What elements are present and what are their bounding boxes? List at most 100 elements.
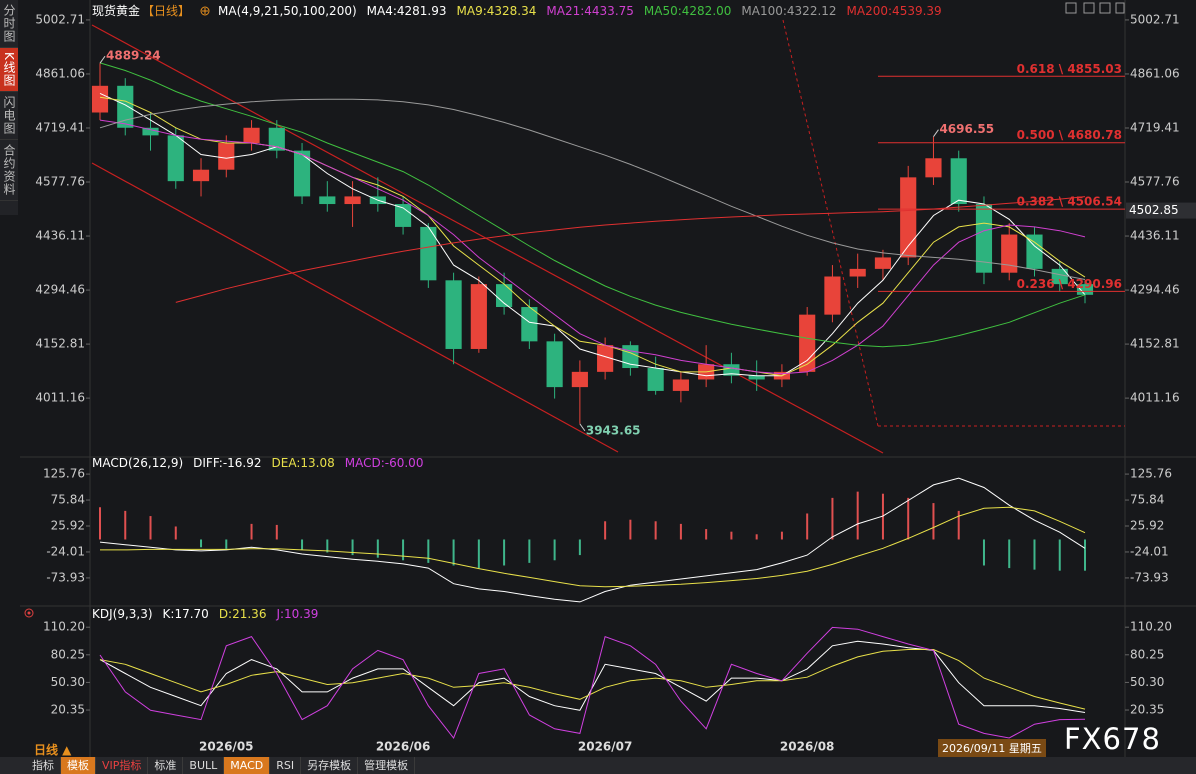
legend-entry: MA100:4322.12 bbox=[741, 3, 837, 18]
toolbar-tab[interactable]: 模板 bbox=[61, 757, 96, 774]
icon[interactable] bbox=[1099, 2, 1111, 14]
macd-bar bbox=[301, 539, 304, 550]
toolbar-tab[interactable]: BULL bbox=[183, 757, 225, 774]
macd-bar bbox=[705, 529, 708, 540]
macd-bar bbox=[1084, 539, 1086, 571]
y-tick-label: 4294.46 bbox=[1130, 283, 1180, 297]
candle-body bbox=[546, 341, 563, 388]
candle-body bbox=[1076, 284, 1094, 295]
y-tick-label: 50.30 bbox=[1130, 675, 1164, 689]
legend-entry: MACD:-60.00 bbox=[344, 456, 424, 470]
extreme-pointer bbox=[579, 423, 586, 432]
candle-body bbox=[394, 204, 412, 227]
toolbar-tab[interactable]: 标准 bbox=[148, 757, 184, 774]
sidebar: 分时图 K线图 闪电图 合约资料 bbox=[0, 0, 18, 215]
line-series bbox=[99, 649, 1086, 710]
watermark: FX678 bbox=[1064, 722, 1161, 756]
toolbar-tab[interactable]: 另存模板 bbox=[301, 757, 359, 774]
macd-bar bbox=[124, 510, 127, 540]
macd-bar bbox=[326, 539, 329, 553]
line-series bbox=[99, 477, 1086, 603]
icon[interactable] bbox=[1115, 2, 1125, 14]
toolbar-tab[interactable]: RSI bbox=[270, 757, 302, 774]
cursor-date: 2026/09/11 星期五 bbox=[938, 739, 1046, 757]
toolbar-tab[interactable]: MACD bbox=[224, 757, 271, 774]
macd-bar bbox=[780, 531, 783, 540]
chart-title: MACD(26,12,9) bbox=[92, 456, 184, 470]
candle-body bbox=[799, 314, 816, 372]
macd-bar bbox=[957, 510, 960, 540]
legend-entry: MA21:4433.75 bbox=[546, 3, 634, 18]
chart-title: KDJ(9,3,3) bbox=[92, 607, 153, 621]
y-tick-label: 4294.46 bbox=[35, 283, 85, 297]
toolbar-tab[interactable]: 指标 bbox=[26, 757, 61, 774]
macd-bar bbox=[982, 539, 985, 566]
extreme-label: 4696.55 bbox=[939, 122, 994, 136]
fib-label: 0.382 \ 4506.54 bbox=[1017, 195, 1122, 209]
candle-body bbox=[319, 196, 336, 205]
price-legend: 现货黄金 【日线】 MA(4,9,21,50,100,200) MA4:4281… bbox=[92, 2, 942, 19]
cursor-price: 4502.85 bbox=[1129, 203, 1179, 217]
macd-bar bbox=[503, 539, 506, 566]
toolbar: 指标 模板 VIP指标 标准 BULL MACD RSI 另存模板 管理模板 bbox=[0, 757, 1196, 774]
x-tick-label: 2026/08 bbox=[780, 740, 834, 754]
macd-bar bbox=[1058, 539, 1061, 571]
candle-body bbox=[243, 127, 260, 144]
macd-bar bbox=[427, 539, 430, 563]
extreme-label: 4889.24 bbox=[106, 49, 161, 63]
y-tick-label: 80.25 bbox=[51, 647, 85, 661]
chart-subtitle: 【日线】 bbox=[142, 4, 191, 18]
extreme-pointer bbox=[99, 55, 106, 64]
macd-bar bbox=[477, 539, 480, 569]
sidebar-tab[interactable]: 分时图 bbox=[0, 0, 18, 48]
candle-body bbox=[167, 135, 184, 182]
icon[interactable] bbox=[1065, 2, 1077, 14]
toolbar-tab[interactable]: 管理模板 bbox=[358, 757, 416, 774]
y-tick-label: 4436.11 bbox=[1130, 229, 1180, 243]
candle-body bbox=[496, 284, 513, 308]
macd-bar bbox=[578, 539, 581, 556]
y-tick-label: 125.76 bbox=[43, 467, 85, 481]
fib-label: 0.236 \ 4290.96 bbox=[1017, 277, 1122, 291]
macd-legend: MACD(26,12,9) DIFF:-16.92 DEA:13.08 MACD:-… bbox=[92, 456, 423, 470]
macd-bar bbox=[376, 539, 379, 558]
candle-body bbox=[91, 85, 109, 113]
candle-body bbox=[672, 379, 689, 391]
macd-bar bbox=[907, 497, 910, 540]
line-series bbox=[175, 196, 1086, 303]
legend-entry: DIFF:-16.92 bbox=[193, 456, 262, 470]
trend-line bbox=[91, 24, 884, 454]
kdj-icon-dot bbox=[27, 611, 31, 615]
y-tick-label: 25.92 bbox=[1130, 519, 1164, 533]
trend-line bbox=[91, 162, 619, 453]
y-tick-label: 4152.81 bbox=[1130, 337, 1180, 351]
y-tick-label: 50.30 bbox=[51, 675, 85, 689]
macd-bar bbox=[250, 523, 253, 540]
candle-body bbox=[824, 276, 841, 315]
kdj-icon[interactable] bbox=[24, 608, 34, 618]
y-tick-label: 75.84 bbox=[51, 493, 85, 507]
candle-body bbox=[344, 196, 361, 205]
y-tick-label: 4861.06 bbox=[1130, 66, 1180, 80]
legend-entry: MA9:4328.34 bbox=[456, 3, 537, 18]
sidebar-tab[interactable]: 合约资料 bbox=[0, 140, 18, 201]
candle-body bbox=[1051, 268, 1068, 285]
macd-bar bbox=[831, 497, 834, 540]
period-selector[interactable]: 日线 ▲ bbox=[34, 743, 72, 757]
macd-bar bbox=[604, 521, 607, 540]
add-icon[interactable] bbox=[200, 6, 210, 16]
icon[interactable] bbox=[1083, 2, 1095, 14]
toolbar-tab[interactable]: VIP指标 bbox=[96, 757, 149, 774]
sidebar-tab[interactable]: K线图 bbox=[0, 48, 18, 92]
extreme-pointer bbox=[933, 129, 939, 137]
y-tick-label: -24.01 bbox=[46, 544, 85, 558]
legend-entry: MA4:4281.93 bbox=[366, 3, 447, 18]
candle-body bbox=[1001, 234, 1018, 273]
chart-title: 现货黄金 bbox=[92, 4, 141, 18]
candle-body bbox=[571, 371, 588, 388]
sidebar-tab[interactable]: 闪电图 bbox=[0, 92, 18, 140]
line-series bbox=[99, 98, 1086, 280]
